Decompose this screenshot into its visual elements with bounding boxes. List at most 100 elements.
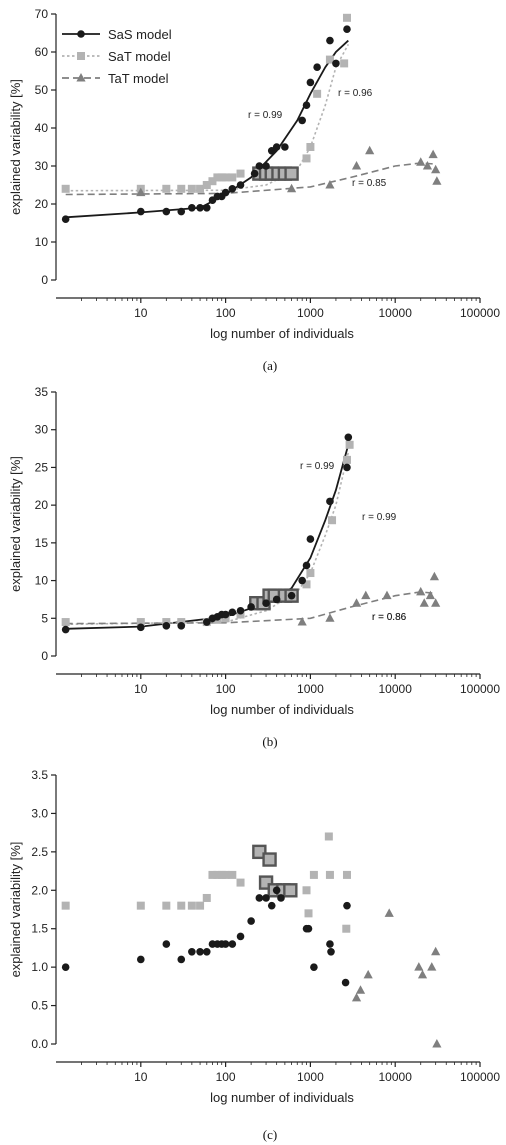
sas-point: [343, 463, 351, 472]
tat-point: [361, 590, 371, 600]
y-tick-label: 10: [35, 574, 49, 588]
tat-point: [431, 164, 441, 174]
chart-panel-1: 0 10 20 30 40 50 60 70 10 100 1000 10000 100000 log n…: [8, 7, 500, 373]
sat-point: [177, 901, 186, 910]
sat-point: [213, 870, 222, 879]
legend-label: SaT model: [108, 49, 171, 64]
sas-point: [162, 940, 171, 948]
tat-point: [382, 590, 392, 600]
sat-point: [136, 901, 145, 910]
x-tick-label: 10000: [379, 306, 413, 320]
sas-point: [332, 59, 340, 68]
sat-point: [61, 184, 70, 193]
fit-curve-sat: [65, 452, 350, 626]
sat-point: [228, 870, 237, 879]
tat-point: [363, 969, 373, 979]
sat-point-highlighted: [284, 166, 299, 181]
correlation-label: r = 0.96: [338, 88, 373, 99]
sat-point: [177, 184, 186, 193]
x-tick-label: 1000: [297, 1070, 324, 1084]
sat-point-highlighted: [283, 883, 298, 898]
chart-panel-3: 0.0 0.5 1.0 1.5 2.0 2.5 3.0 3.5 10 100 1000 10000 10…: [8, 768, 500, 1142]
y-tick-label: 30: [35, 159, 49, 173]
sat-point: [196, 184, 205, 193]
sas-point: [255, 894, 264, 902]
sat-point: [345, 440, 354, 449]
sas-point: [236, 181, 245, 189]
sas-point: [326, 940, 334, 948]
tat-point: [297, 617, 307, 626]
tat-point: [431, 598, 441, 607]
sat-point: [228, 173, 237, 182]
sas-point: [306, 78, 315, 87]
correlation-label: r = 0.99: [248, 110, 283, 121]
y-tick-label: 50: [35, 83, 49, 97]
chart-panel-2: 0 5 10 15 20 25 30 35 10 100 1000 10000 100000 log nu…: [8, 385, 500, 749]
sat-point-highlighted: [252, 844, 267, 860]
sat-point-highlighted: [262, 852, 277, 867]
panel-caption: (c): [263, 1127, 277, 1142]
sas-point: [310, 963, 318, 971]
sas-point: [196, 204, 204, 212]
sat-point: [236, 169, 245, 178]
sat-point: [302, 580, 311, 589]
sas-point: [255, 162, 264, 170]
y-tick-label: 15: [35, 536, 49, 550]
sas-point: [262, 599, 270, 607]
y-axis-title: explained variability [%]: [8, 842, 23, 978]
sat-point: [313, 89, 322, 98]
tat-point: [419, 598, 429, 607]
x-axis-title: log number of individuals: [210, 1090, 354, 1105]
sas-point: [61, 215, 70, 223]
sas-point: [298, 116, 306, 125]
y-tick-label: 20: [35, 197, 49, 211]
tat-point: [286, 183, 297, 193]
x-tick-label: 100000: [460, 682, 500, 696]
correlation-label: r = 0.86: [372, 612, 407, 623]
sat-point: [208, 177, 217, 186]
sat-point: [302, 886, 311, 895]
sat-point: [342, 13, 351, 22]
y-tick-label: 0.5: [31, 999, 48, 1013]
tat-point: [351, 992, 362, 1002]
sat-point: [325, 55, 334, 64]
x-tick-label: 100: [216, 682, 236, 696]
sas-point: [228, 940, 237, 948]
sas-point: [267, 901, 276, 910]
x-tick-label: 100000: [460, 1070, 500, 1084]
legend-marker: [76, 73, 86, 82]
sas-point: [162, 207, 171, 216]
sas-point: [196, 947, 204, 956]
sat-point: [61, 901, 70, 910]
x-tick-label: 10: [134, 682, 148, 696]
x-tick-label: 10: [134, 306, 148, 320]
tat-point: [432, 1039, 442, 1048]
sat-point: [61, 618, 70, 627]
tat-point: [351, 598, 362, 607]
y-tick-label: 2.0: [31, 883, 48, 897]
sat-point: [340, 59, 349, 68]
sas-point: [262, 162, 270, 170]
legend-label: SaS model: [108, 27, 172, 42]
sas-point: [302, 561, 311, 570]
sas-point: [137, 623, 145, 632]
tat-point: [428, 149, 438, 159]
sat-point: [342, 455, 351, 464]
sas-point: [344, 433, 353, 442]
sas-point: [272, 595, 281, 604]
tat-point: [384, 908, 394, 917]
sas-point: [177, 955, 186, 964]
sas-point: [272, 143, 281, 151]
sas-point: [188, 947, 196, 956]
tat-point: [432, 176, 442, 185]
tat-point: [429, 571, 440, 581]
sas-point: [202, 204, 211, 212]
tat-point: [136, 187, 146, 197]
y-tick-label: 3.5: [31, 768, 48, 782]
x-tick-label: 1000: [297, 306, 324, 320]
sas-point: [326, 36, 334, 45]
y-tick-label: 1.5: [31, 922, 48, 936]
sas-point: [287, 591, 296, 600]
y-tick-label: 5: [41, 611, 48, 625]
y-tick-label: 2.5: [31, 845, 48, 859]
